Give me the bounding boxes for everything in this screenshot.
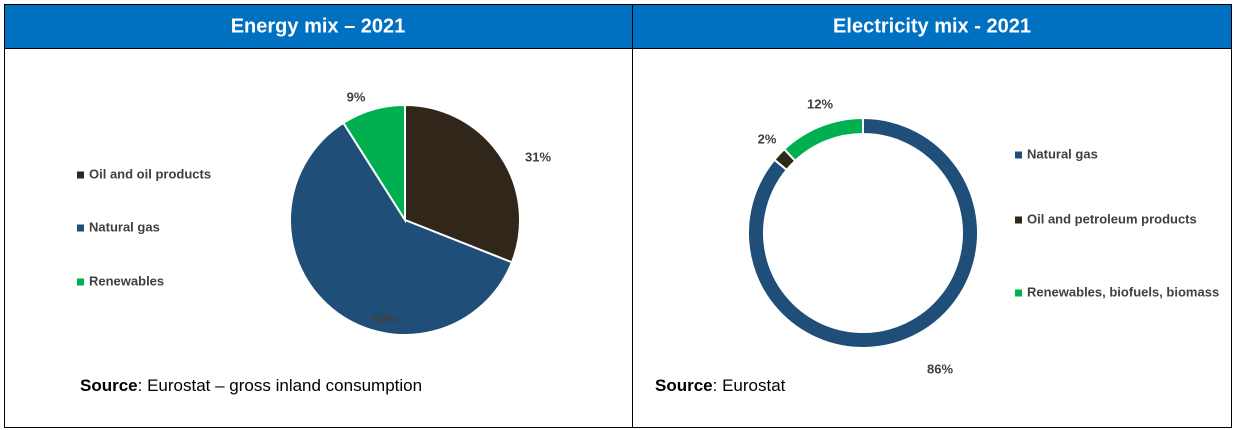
legend-label: Renewables, biofuels, biomass	[1027, 284, 1219, 299]
legend-swatch	[1015, 289, 1022, 297]
legend-swatch	[1015, 216, 1022, 224]
data-label: 60%	[372, 311, 398, 326]
source: Source: Eurostat – gross inland consumpt…	[80, 376, 422, 395]
chart-title: Electricity mix - 2021	[833, 15, 1031, 37]
legend-swatch	[1015, 151, 1022, 159]
slice	[289, 121, 514, 336]
data-label: 9%	[347, 89, 366, 104]
slice	[341, 103, 406, 224]
source: Source: Eurostat	[655, 376, 786, 395]
legend-label: Oil and oil products	[89, 166, 211, 181]
data-label: 86%	[927, 361, 953, 376]
legend-label: Oil and petroleum products	[1027, 211, 1197, 226]
legend-swatch	[77, 171, 84, 179]
legend-swatch	[77, 224, 84, 232]
chart-right: 86% Natural gas 2% Oil and petroleum produc…	[747, 96, 1219, 376]
slice	[782, 116, 864, 163]
data-label: 12%	[807, 96, 833, 111]
legend-swatch	[77, 278, 84, 286]
source-text: : Eurostat – gross inland consumption	[138, 376, 422, 395]
slice	[747, 116, 979, 349]
source-label: Source	[655, 376, 713, 395]
legend-label: Natural gas	[89, 219, 160, 234]
legend-label: Natural gas	[1027, 146, 1098, 161]
slice	[404, 103, 521, 264]
source-label: Source	[80, 376, 138, 395]
header-bar	[4, 4, 1232, 48]
data-label: 2%	[758, 131, 777, 146]
source-text: : Eurostat	[713, 376, 786, 395]
table-border	[4, 4, 1232, 428]
legend-label: Renewables	[89, 273, 164, 288]
data-label: 31%	[525, 149, 551, 164]
chart-left: 31% Oil and oil products 60% Natural gas 9% R…	[77, 89, 551, 336]
chart-title: Energy mix – 2021	[231, 15, 406, 37]
